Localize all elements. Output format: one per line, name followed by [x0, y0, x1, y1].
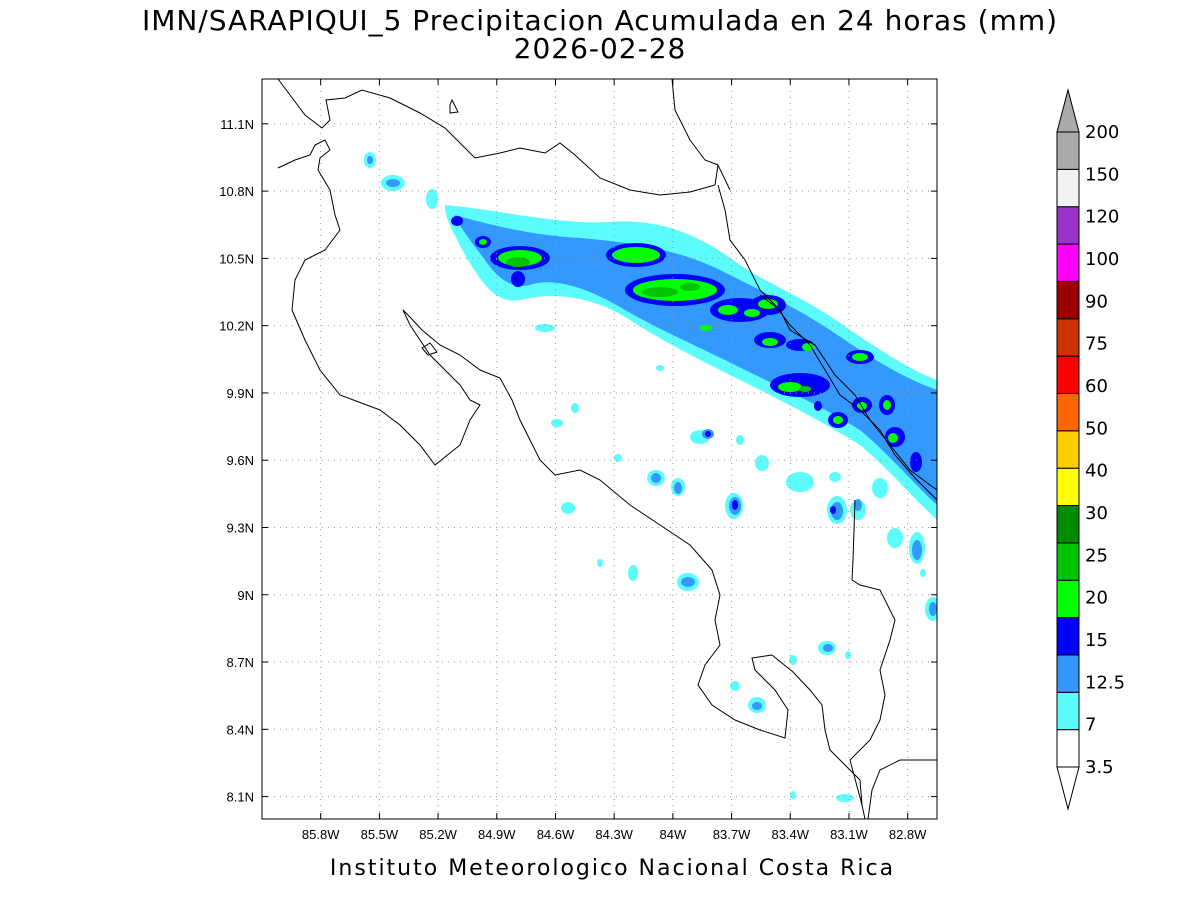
colorbar-swatch	[1056, 430, 1080, 469]
colorbar-top-arrow	[1056, 88, 1080, 133]
colorbar-swatch	[1056, 505, 1080, 544]
y-axis: 11.1N 10.8N 10.5N 10.2N 9.9N 9.6N 9.3N 9N 8.7N 8.…	[219, 117, 937, 805]
x-tick-label: 85.2W	[419, 827, 457, 842]
y-tick-label: 9.9N	[227, 386, 254, 401]
colorbar-swatch	[1056, 168, 1080, 208]
colorbar-level-label: 25	[1085, 545, 1108, 566]
precip-band-20	[506, 257, 811, 392]
colorbar-swatch	[1056, 392, 1080, 432]
map-title: IMN/SARAPIQUI_5 Precipitacion Acumulada …	[141, 4, 1059, 37]
y-tick-label: 9.3N	[227, 520, 254, 535]
x-tick-label: 83.4W	[771, 827, 809, 842]
colorbar-swatch	[1056, 131, 1080, 170]
x-tick-label: 85.8W	[302, 827, 340, 842]
colorbar-swatch	[1056, 579, 1080, 619]
colorbar-level-label: 3.5	[1085, 757, 1114, 778]
colorbar-swatch	[1056, 467, 1080, 507]
colorbar-level-label: 40	[1085, 461, 1108, 482]
colorbar-level-label: 100	[1085, 249, 1119, 270]
colorbar-level-label: 150	[1085, 164, 1119, 185]
x-tick-label: 83.7W	[713, 827, 751, 842]
colorbar-level-label: 30	[1085, 503, 1108, 524]
colorbar-level-label: 75	[1085, 334, 1108, 355]
y-tick-label: 10.8N	[219, 184, 254, 199]
colorbar-level-label: 20	[1085, 588, 1108, 609]
precipitation-field	[364, 152, 937, 802]
colorbar-level-label: 90	[1085, 291, 1108, 312]
colorbar-level-label: 12.5	[1085, 672, 1125, 693]
x-tick-label: 84.9W	[478, 827, 516, 842]
colorbar-swatch	[1056, 318, 1080, 357]
y-tick-label: 11.1N	[220, 117, 254, 132]
colorbar-swatch	[1056, 617, 1080, 656]
y-tick-label: 8.7N	[227, 655, 254, 670]
x-tick-label: 84.3W	[595, 827, 633, 842]
colorbar-level-label: 60	[1085, 376, 1108, 397]
x-tick-label: 82.8W	[889, 827, 927, 842]
colorbar-swatch	[1056, 280, 1080, 320]
colorbar-level-label: 120	[1085, 207, 1119, 228]
colorbar-level-label: 200	[1085, 122, 1119, 143]
x-tick-label: 85.5W	[361, 827, 399, 842]
colorbar-level-label: 7	[1085, 715, 1096, 736]
map-date: 2026-02-28	[513, 32, 687, 65]
y-tick-label: 10.5N	[219, 251, 254, 266]
x-tick-label: 83.1W	[830, 827, 868, 842]
footer-credit: Instituto Meteorologico Nacional Costa R…	[329, 856, 896, 881]
colorbar-swatch	[1056, 654, 1080, 693]
colorbar-swatch	[1056, 542, 1080, 581]
y-tick-label: 8.1N	[227, 790, 254, 805]
x-tick-label: 84W	[660, 827, 687, 842]
colorbar-legend: 3.5 7 12.5 15 20 25 30 40 50 60 75 90 100 120 150 200	[1056, 88, 1125, 811]
colorbar-swatch	[1056, 691, 1080, 731]
map-frame	[261, 78, 938, 820]
x-axis: 85.8W 85.5W 85.2W 84.9W 84.6W 84.3W 84W 83.7W 83…	[302, 79, 927, 842]
colorbar-swatch	[1056, 243, 1080, 282]
colorbar-level-label: 50	[1085, 418, 1108, 439]
colorbar-bottom-arrow	[1056, 766, 1080, 811]
precip-band-7	[367, 156, 937, 710]
y-tick-label: 10.2N	[219, 319, 254, 334]
country-border	[759, 294, 937, 491]
coastline	[262, 79, 937, 819]
y-tick-label: 8.4N	[227, 722, 254, 737]
colorbar-level-label: 15	[1085, 630, 1108, 651]
y-tick-label: 9.6N	[227, 453, 254, 468]
y-tick-label: 9N	[237, 588, 254, 603]
map-grid	[262, 79, 937, 819]
x-tick-label: 84.6W	[537, 827, 575, 842]
colorbar-swatch	[1056, 729, 1080, 768]
colorbar-swatch	[1056, 206, 1080, 245]
colorbar-swatch	[1056, 355, 1080, 394]
